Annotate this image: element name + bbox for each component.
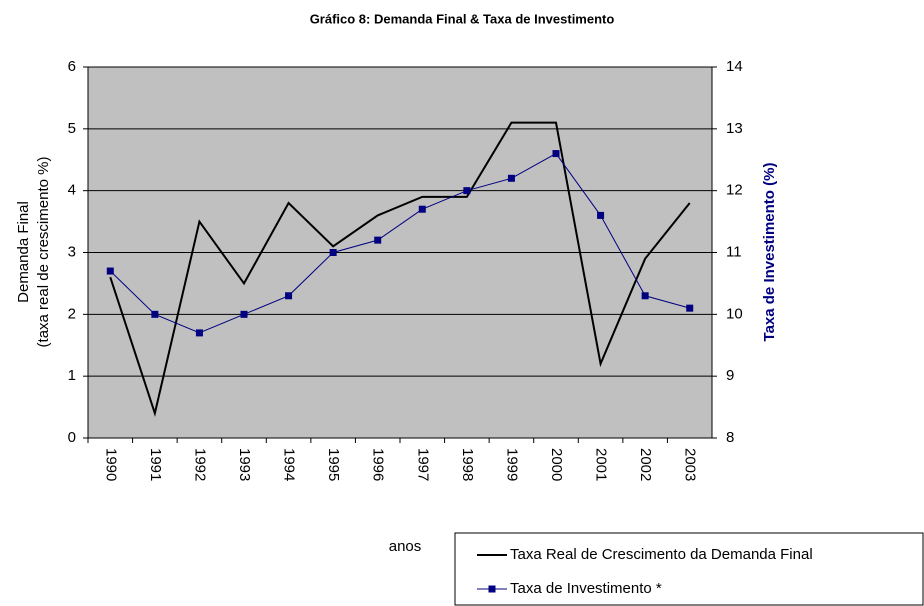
y2-tick-label: 9 xyxy=(726,367,734,384)
point xyxy=(507,174,515,182)
point xyxy=(418,205,426,213)
x-tick-label: 2003 xyxy=(682,448,699,481)
y-tick-label: 2 xyxy=(68,305,76,322)
x-tick-label: 2002 xyxy=(637,448,654,481)
y-tick-label: 5 xyxy=(68,120,76,137)
y2-tick-label: 14 xyxy=(726,58,743,75)
series-line xyxy=(109,152,690,334)
point xyxy=(374,236,382,244)
y-tick-label: 0 xyxy=(68,429,76,446)
point xyxy=(151,310,159,318)
point xyxy=(106,267,114,275)
point xyxy=(240,310,248,318)
y2-tick-label: 8 xyxy=(726,429,734,446)
point xyxy=(463,187,471,195)
x-tick-label: 2001 xyxy=(593,448,610,481)
point xyxy=(597,211,605,219)
legend xyxy=(454,532,924,606)
chart-title: Gráfico 8: Demanda Final & Taxa de Inves… xyxy=(310,11,615,26)
y2-tick-label: 11 xyxy=(726,243,742,260)
y2-tick-label: 12 xyxy=(726,182,743,199)
legend-label: Taxa Real de Crescimento da Demanda Fina… xyxy=(510,546,813,563)
x-tick-label: 1996 xyxy=(370,448,387,481)
x-tick-label: 1990 xyxy=(102,448,119,481)
x-tick-label: 2000 xyxy=(548,448,565,481)
y2-tick-label: 13 xyxy=(726,120,743,137)
y-tick-label: 4 xyxy=(68,182,76,199)
y-axis-title: (taxa real de crescimento %) xyxy=(35,157,52,348)
x-tick-label: 1994 xyxy=(281,448,298,481)
x-tick-label: 1997 xyxy=(414,448,431,481)
legend-marker xyxy=(488,585,496,593)
point xyxy=(285,292,293,300)
x-tick-label: 1998 xyxy=(459,448,476,481)
x-tick-label: 1992 xyxy=(191,448,208,481)
x-axis-title: anos xyxy=(389,538,422,555)
point xyxy=(195,329,203,337)
legend-label: Taxa de Investimento * xyxy=(510,580,662,597)
point xyxy=(329,249,337,256)
point xyxy=(641,292,649,300)
x-tick-label: 1995 xyxy=(325,448,342,481)
series-line xyxy=(109,121,691,417)
point xyxy=(552,150,560,158)
point xyxy=(686,304,694,312)
y-tick-label: 1 xyxy=(68,367,76,384)
x-tick-label: 1993 xyxy=(236,448,253,481)
y-axis-title: Demanda Final xyxy=(15,201,32,303)
y-tick-label: 3 xyxy=(68,243,76,260)
x-tick-label: 1999 xyxy=(503,448,520,481)
x-tick-label: 1991 xyxy=(147,448,164,481)
y2-tick-label: 10 xyxy=(726,305,743,322)
y2-axis-title: Taxa de Investimento (%) xyxy=(761,163,778,342)
y-tick-label: 6 xyxy=(68,58,76,75)
